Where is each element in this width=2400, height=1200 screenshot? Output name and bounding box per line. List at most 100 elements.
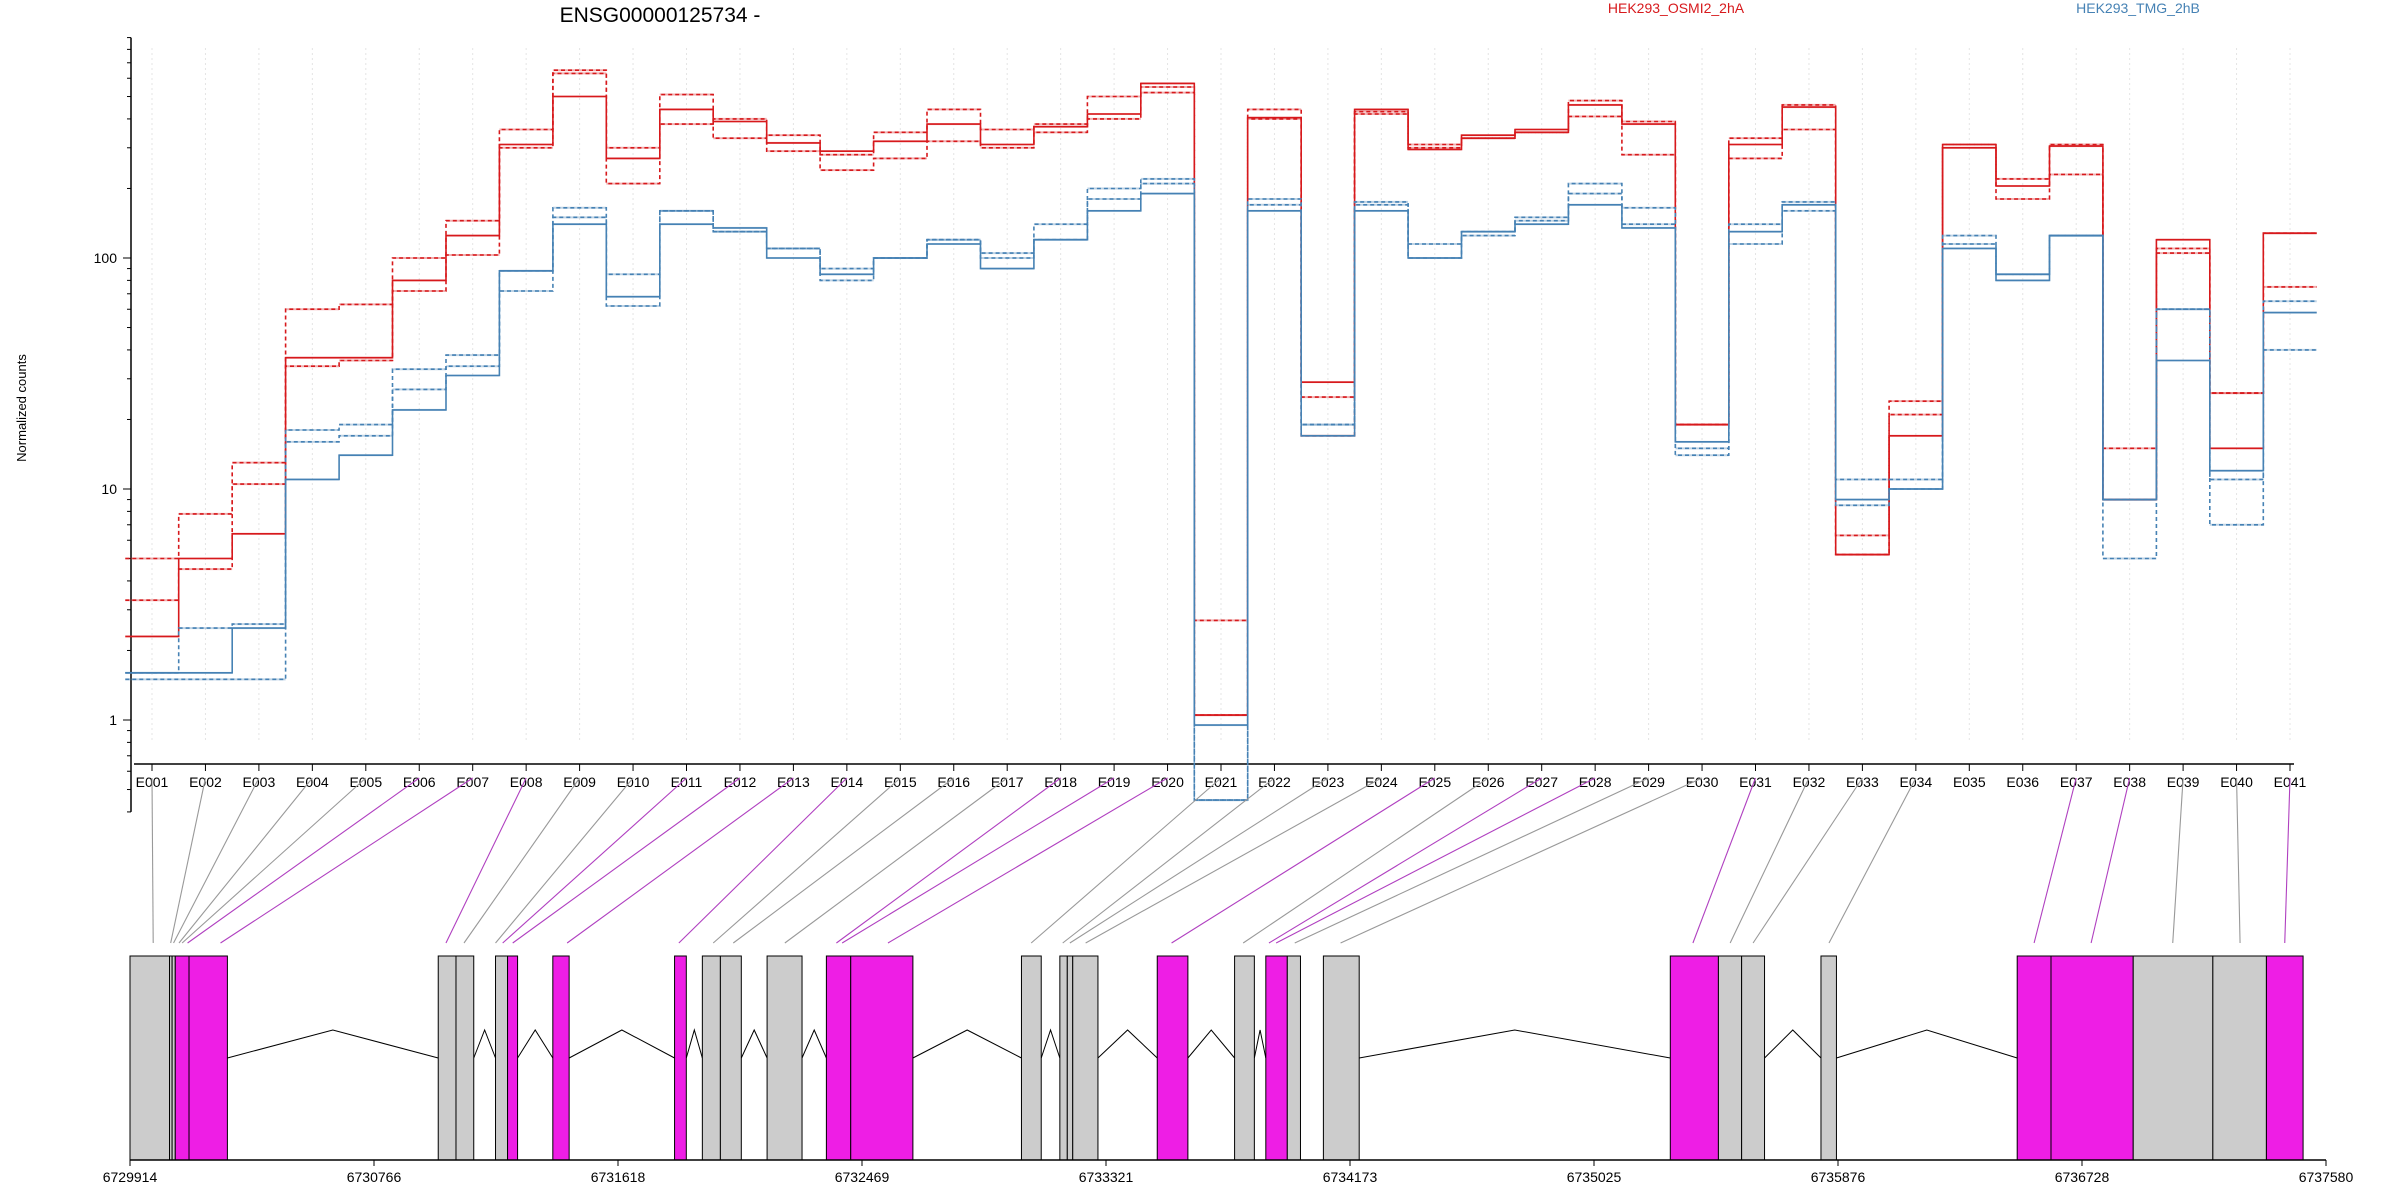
- exon-connector-E034: [1828, 777, 1917, 944]
- exon-box: [1072, 955, 1099, 1161]
- genomic-tick-label: 6736728: [2055, 1169, 2110, 1185]
- exon-connector-E027: [1268, 777, 1542, 944]
- x-tick-label: E037: [2060, 774, 2093, 790]
- exon-box: [825, 955, 852, 1161]
- x-tick-label: E010: [617, 774, 650, 790]
- exon-box: [1717, 955, 1743, 1161]
- exon-box: [1156, 955, 1189, 1161]
- exon-box: [1741, 955, 1766, 1161]
- exon-connector-E016: [732, 777, 955, 944]
- exon-connector-E025: [1171, 777, 1436, 944]
- genomic-tick-label: 6732469: [835, 1169, 890, 1185]
- exon-box: [2265, 955, 2304, 1161]
- intron: [227, 1029, 439, 1059]
- exon-connector-E020: [887, 777, 1168, 944]
- series-lines: [125, 69, 2317, 802]
- exon-connector-E032: [1729, 777, 1810, 944]
- exon-connector-E038: [2090, 777, 2131, 944]
- intron: [1040, 1028, 1061, 1059]
- exon-box: [552, 955, 570, 1161]
- x-tick-label: E019: [1098, 774, 1131, 790]
- exon-box: [2132, 955, 2214, 1161]
- exon-box: [129, 955, 171, 1161]
- exon-box: [850, 955, 914, 1161]
- exon-connector-E006: [187, 777, 420, 944]
- exon-connector-E018: [836, 777, 1061, 944]
- genomic-tick-label: 6729914: [103, 1169, 158, 1185]
- exon-box: [1286, 955, 1301, 1161]
- x-tick-label: E011: [671, 774, 703, 790]
- intron: [1097, 1029, 1158, 1059]
- exon-connector-E023: [1069, 777, 1329, 944]
- y-axis-label: Normalized counts: [14, 354, 29, 462]
- exon-connector-E002: [170, 777, 206, 944]
- exon-connector-E033: [1752, 777, 1863, 944]
- x-tick-label: E012: [724, 774, 757, 790]
- exon-connector-E014: [678, 777, 848, 944]
- intron: [517, 1029, 554, 1059]
- exon-connector-E008: [445, 777, 527, 944]
- intron: [685, 1028, 703, 1059]
- x-tick-label: E029: [1632, 774, 1665, 790]
- genomic-tick-label: 6734173: [1323, 1169, 1378, 1185]
- exon-connector-E040: [2236, 777, 2241, 944]
- x-tick-label: E034: [1899, 774, 1932, 790]
- exon-connector-E015: [712, 777, 901, 944]
- genomic-tick-label: 6731618: [591, 1169, 646, 1185]
- exon-connector-E024: [1085, 777, 1382, 944]
- exon-connector-E031: [1692, 777, 1757, 944]
- exon-connector-E026: [1242, 777, 1489, 944]
- y-tick-label: 100: [94, 250, 118, 266]
- x-tick-label: E032: [1793, 774, 1826, 790]
- genomic-tick-label: 6735025: [1567, 1169, 1622, 1185]
- x-tick-label: E013: [777, 774, 810, 790]
- exon-box: [1820, 955, 1837, 1161]
- intron: [801, 1028, 827, 1059]
- exon-box: [1066, 955, 1074, 1161]
- exon-box: [2016, 955, 2052, 1161]
- genomic-tick-label: 6735876: [1811, 1169, 1866, 1185]
- x-tick-label: E026: [1472, 774, 1505, 790]
- exon-box: [719, 955, 742, 1161]
- x-tick-label: E007: [456, 774, 489, 790]
- legend-entry-blue: HEK293_TMG_2hB: [2076, 0, 2200, 16]
- exon-connector-E012: [512, 777, 741, 944]
- exon-connector-E037: [2033, 777, 2077, 944]
- exon-connector-E011: [502, 777, 687, 944]
- y-tick-label: 10: [101, 481, 117, 497]
- x-tick-label: E018: [1044, 774, 1077, 790]
- x-tick-label: E009: [563, 774, 596, 790]
- x-tick-label: E014: [830, 774, 863, 790]
- x-tick-label: E008: [510, 774, 543, 790]
- x-tick-label: E035: [1953, 774, 1986, 790]
- intron: [473, 1028, 496, 1059]
- chart-title: ENSG00000125734 -: [560, 4, 761, 27]
- x-tick-label: E025: [1418, 774, 1451, 790]
- x-tick-label: E021: [1205, 774, 1238, 790]
- exon-box: [2050, 955, 2134, 1161]
- exon-box: [495, 955, 509, 1161]
- exon-box: [455, 955, 475, 1161]
- exon-box: [174, 955, 190, 1161]
- x-tick-label: E030: [1686, 774, 1719, 790]
- x-tick-label: E002: [189, 774, 222, 790]
- x-tick-label: E022: [1258, 774, 1291, 790]
- intron: [1764, 1029, 1822, 1059]
- exon-connector-E017: [784, 777, 1008, 944]
- exon-connector-E022: [1062, 777, 1275, 944]
- intron: [1187, 1029, 1235, 1059]
- exon-box: [701, 955, 721, 1161]
- exon-connector-E010: [495, 777, 634, 944]
- exon-connector-lines: [151, 777, 2291, 944]
- x-tick-label: E031: [1739, 774, 1772, 790]
- exon-connector-E030: [1340, 777, 1703, 944]
- exon-connector-E039: [2172, 777, 2184, 944]
- exon-box: [1265, 955, 1288, 1161]
- exon-connector-E001: [151, 777, 154, 944]
- grid-lines: [151, 48, 2291, 742]
- x-tick-label: E003: [243, 774, 276, 790]
- intron: [740, 1028, 768, 1059]
- intron: [1359, 1029, 1671, 1059]
